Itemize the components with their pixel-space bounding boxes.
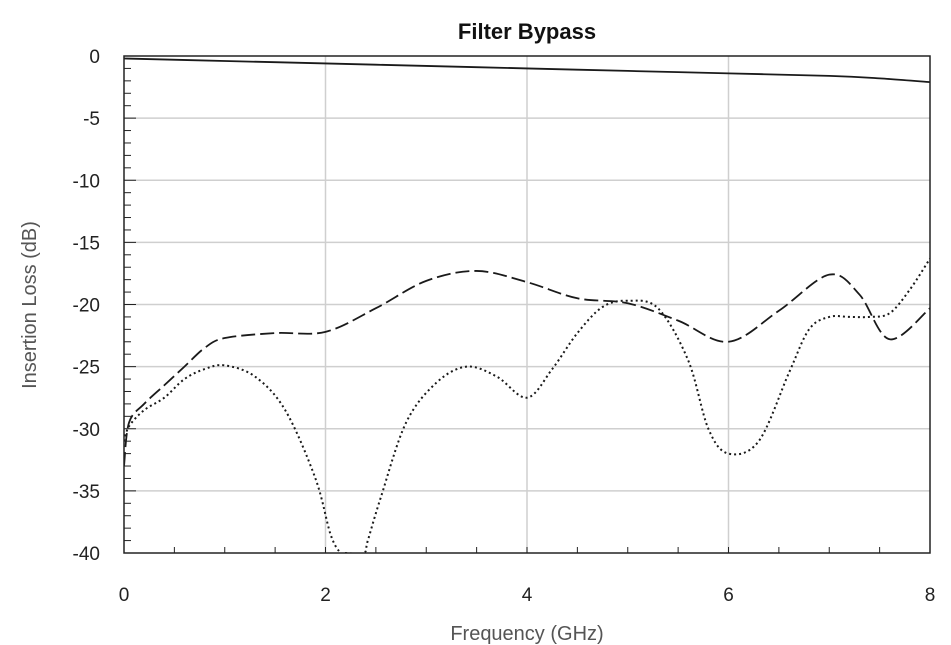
x-axis-label: Frequency (GHz) xyxy=(450,623,603,645)
y-tick-label: -15 xyxy=(73,233,100,254)
y-tick-label: -5 xyxy=(83,109,100,130)
y-axis-label: Insertion Loss (dB) xyxy=(19,221,41,389)
x-tick-labels: 0 2 4 6 8 xyxy=(119,585,936,606)
chart-title: Filter Bypass xyxy=(458,19,596,44)
x-tick-label: 2 xyxy=(320,585,331,606)
y-tick-label: -20 xyxy=(73,296,100,317)
x-tick-label: 0 xyxy=(119,585,130,606)
y-tick-labels: 0 -5 -10 -15 -20 -25 -30 -35 -40 xyxy=(73,47,100,565)
x-tick-label: 4 xyxy=(522,585,533,606)
x-tick-label: 8 xyxy=(925,585,936,606)
series-line-dotted xyxy=(124,257,930,553)
y-tick-label: -30 xyxy=(73,420,100,441)
series-layer xyxy=(124,57,930,553)
series-line-solid xyxy=(124,57,930,83)
y-tick-label: -10 xyxy=(73,171,100,192)
y-tick-label: -35 xyxy=(73,482,100,503)
x-tick-label: 6 xyxy=(723,585,734,606)
y-tick-label: -40 xyxy=(73,544,100,565)
grid-lines xyxy=(124,56,930,553)
y-tick-label: -25 xyxy=(73,358,100,379)
y-tick-label: 0 xyxy=(89,47,100,68)
axis-ticks xyxy=(123,55,931,554)
